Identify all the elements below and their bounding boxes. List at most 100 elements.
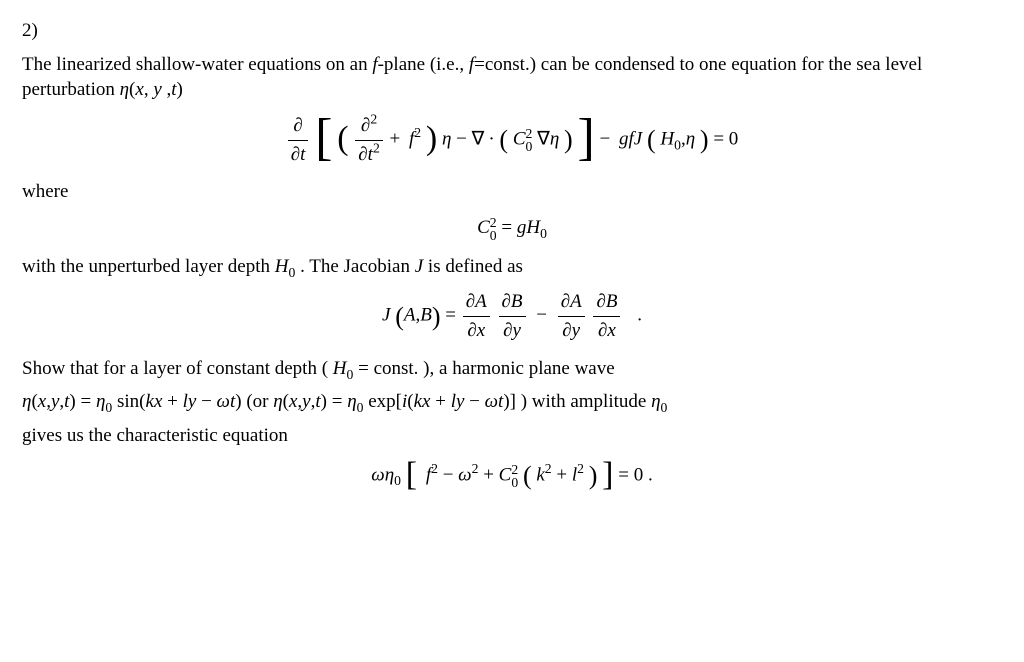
e4-m1: −: [443, 464, 458, 485]
e2-g: g: [517, 217, 527, 238]
intro-x: x: [135, 79, 143, 100]
s-m2: −: [464, 391, 484, 412]
s-eta0sub3: 0: [661, 400, 668, 415]
e4-om2: ω: [458, 464, 471, 485]
mid-p3: is defined as: [423, 256, 523, 277]
mid-text: with the unperturbed layer depth H0 . Th…: [22, 254, 1002, 280]
intro-eta: η: [120, 79, 129, 100]
s-k2: k: [414, 391, 422, 412]
e4-k: k: [536, 464, 544, 485]
e1-fsq: 2: [414, 125, 421, 140]
s-eta0c: η: [651, 391, 660, 412]
s-cl6: ) with amplitude: [516, 391, 651, 412]
e4-lp: (: [523, 463, 532, 489]
e4-rb: ]: [602, 458, 613, 492]
e1-d2: ∂: [361, 115, 370, 136]
show-H: H: [333, 358, 347, 379]
equation-4: ωη0 [ f2 − ω2 + C20 ( k2 + l2 ) ] = 0 .: [22, 459, 1002, 493]
e2-H: H: [526, 217, 540, 238]
e2-Csub: 0: [490, 229, 497, 242]
e2-eq: =: [501, 217, 516, 238]
intro-text: The linearized shallow-water equations o…: [22, 52, 1002, 103]
e1-nabla: ∇: [472, 128, 485, 149]
e4-eta: η: [385, 464, 394, 485]
e3-rp: ): [432, 304, 441, 330]
e4-eqz: = 0 .: [618, 464, 652, 485]
e1-nabla2: ∇: [537, 128, 550, 149]
s-eta2: η: [273, 391, 282, 412]
e1-rparen: ): [426, 122, 437, 156]
s-om: ω: [217, 391, 230, 412]
e1-eta3: η: [686, 128, 695, 149]
e4-etasub: 0: [394, 473, 401, 488]
e1-Csub: 0: [526, 140, 533, 153]
e4-Csub: 0: [511, 476, 518, 489]
show-p2: = const. ), a harmonic plane wave: [353, 358, 614, 379]
show-text-line1: Show that for a layer of constant depth …: [22, 356, 1002, 382]
e3-dx1: ∂x: [467, 320, 485, 341]
e1-sq2: 2: [373, 140, 380, 155]
e1-tv: t: [300, 144, 305, 165]
e1-dt2: ∂: [358, 144, 367, 165]
s-p2: +: [430, 391, 450, 412]
e3-dB1: ∂B: [502, 291, 523, 312]
mid-p1: with the unperturbed layer depth: [22, 256, 275, 277]
e1-g: g: [619, 128, 629, 149]
e4-p2: +: [556, 464, 571, 485]
e4-omsq: 2: [472, 461, 479, 476]
mid-H: H: [275, 256, 289, 277]
intro-p2: -plane (i.e.,: [378, 54, 469, 75]
s-x: x: [38, 391, 46, 412]
e4-lb: [: [406, 458, 417, 492]
e3-dy2: ∂y: [562, 320, 580, 341]
s-or: (or: [242, 391, 274, 412]
e4-p1: +: [483, 464, 498, 485]
equation-1: ∂∂t [ ( ∂2∂t2 + f2 ) η − ∇· ( C20 ∇η ) ]…: [22, 113, 1002, 167]
e2-C: C: [477, 217, 490, 238]
where-text: where: [22, 179, 1002, 205]
e3-dB2: ∂B: [596, 291, 617, 312]
e1-eta2: η: [550, 128, 559, 149]
e1-minus: −: [456, 128, 467, 149]
e3-dx2: ∂x: [598, 320, 616, 341]
e1-dt: ∂: [291, 144, 300, 165]
e1-sq: 2: [370, 112, 377, 127]
e1-H: H: [660, 128, 674, 149]
e4-ksq: 2: [545, 461, 552, 476]
e4-rp: ): [589, 463, 598, 489]
e4-om: ω: [371, 464, 384, 485]
e4-lsq: 2: [577, 461, 584, 476]
e3-dA1: ∂A: [466, 291, 487, 312]
e1-lparen: (: [337, 122, 348, 156]
intro-p5: ): [177, 79, 183, 100]
e1-lbracket: [: [315, 112, 332, 164]
s-k: k: [146, 391, 154, 412]
mid-J: J: [415, 256, 423, 277]
s-sin: sin(: [112, 391, 145, 412]
e3-A: A: [404, 305, 416, 326]
e1-Hsub: 0: [674, 137, 681, 152]
e1-rp2: ): [564, 127, 573, 153]
e1-C: C: [513, 128, 526, 149]
e1-eqz: = 0: [713, 128, 738, 149]
s-p1: +: [162, 391, 182, 412]
s-exp: exp: [363, 391, 395, 412]
e3-lp: (: [395, 304, 404, 330]
e3-eq: =: [445, 305, 460, 326]
show-p1: Show that for a layer of constant depth …: [22, 358, 333, 379]
e1-dot: ·: [488, 128, 494, 149]
e3-J: J: [382, 305, 390, 326]
e3-minus: −: [536, 305, 547, 326]
e3-dy1: ∂y: [503, 320, 521, 341]
intro-c1: ,: [144, 79, 154, 100]
intro-p1: The linearized shallow-water equations o…: [22, 54, 372, 75]
problem-number: 2): [22, 18, 1002, 44]
e4-Csup: 2: [511, 463, 518, 476]
show-text-line3: gives us the characteristic equation: [22, 423, 1002, 449]
s-m1: −: [196, 391, 216, 412]
s-cl3: ) =: [321, 391, 348, 412]
e3-B: B: [420, 305, 432, 326]
s-eta0a: η: [96, 391, 105, 412]
e1-eta: η: [442, 128, 451, 149]
e1-minus2: −: [600, 128, 611, 149]
